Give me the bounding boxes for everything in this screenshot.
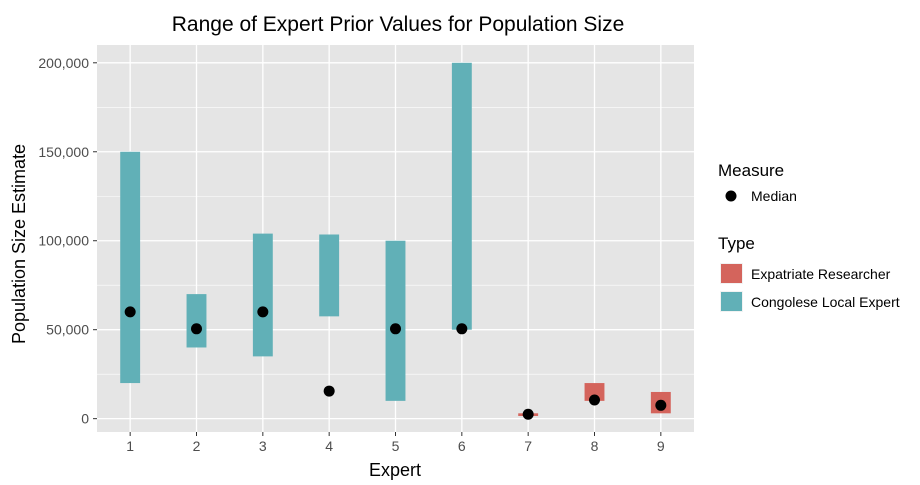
median-point bbox=[655, 399, 667, 411]
x-tick-label: 9 bbox=[657, 438, 665, 454]
median-point bbox=[257, 306, 269, 318]
median-point bbox=[589, 394, 600, 406]
median-point bbox=[522, 408, 534, 420]
range-bar bbox=[319, 234, 340, 317]
x-tick-label: 1 bbox=[126, 438, 134, 454]
chart-title: Range of Expert Prior Values for Populat… bbox=[172, 13, 625, 36]
y-tick-label: 150,000 bbox=[38, 144, 89, 160]
legend-median-swatch bbox=[725, 190, 737, 202]
range-bar bbox=[120, 151, 141, 384]
x-tick-label: 4 bbox=[325, 438, 333, 454]
y-tick-label: 0 bbox=[81, 411, 89, 427]
y-axis: 0 50,000 100,000 150,000 200,000 bbox=[38, 55, 97, 427]
x-tick-label: 3 bbox=[259, 438, 267, 454]
y-tick-label: 100,000 bbox=[38, 233, 89, 249]
range-bar bbox=[252, 233, 273, 357]
median-points bbox=[124, 306, 667, 420]
legend-item-type: Congolese Local Expert bbox=[751, 294, 900, 310]
x-axis: 1 2 3 4 5 6 7 8 9 bbox=[126, 432, 665, 454]
x-tick-label: 6 bbox=[458, 438, 466, 454]
legend-title-measure: Measure bbox=[718, 161, 784, 180]
range-bars bbox=[120, 62, 671, 416]
legend-title-type: Type bbox=[718, 234, 755, 253]
legend-item-median: Median bbox=[751, 188, 797, 204]
legend-item-type: Expatriate Researcher bbox=[751, 266, 891, 282]
legend-type-swatch bbox=[721, 264, 742, 283]
range-bar bbox=[451, 62, 472, 330]
legend-type-swatch bbox=[721, 292, 742, 311]
median-point bbox=[191, 323, 202, 335]
median-point bbox=[124, 306, 136, 318]
x-tick-label: 2 bbox=[193, 438, 201, 454]
x-axis-label: Expert bbox=[369, 460, 421, 480]
x-tick-label: 5 bbox=[392, 438, 400, 454]
median-point bbox=[390, 323, 401, 335]
y-axis-label: Population Size Estimate bbox=[9, 144, 29, 344]
x-tick-label: 8 bbox=[591, 438, 599, 454]
range-bar bbox=[385, 240, 406, 401]
range-bar bbox=[584, 383, 605, 401]
legend: Measure Median Type Expatriate Researche… bbox=[718, 161, 900, 312]
median-point bbox=[323, 385, 335, 397]
y-tick-label: 50,000 bbox=[46, 322, 89, 338]
range-bar bbox=[186, 294, 207, 348]
x-tick-label: 7 bbox=[524, 438, 532, 454]
y-tick-label: 200,000 bbox=[38, 55, 89, 71]
median-point bbox=[456, 323, 468, 335]
